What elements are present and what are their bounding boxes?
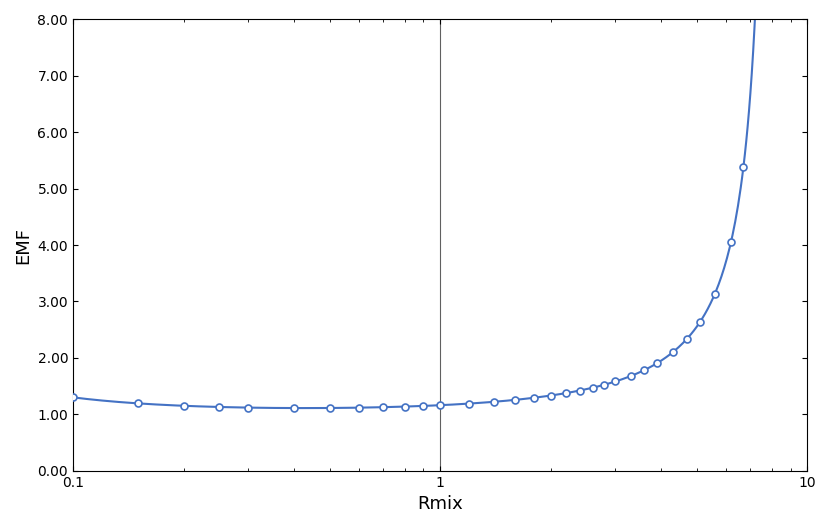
X-axis label: Rmix: Rmix <box>417 495 463 513</box>
Y-axis label: EMF: EMF <box>14 227 32 264</box>
